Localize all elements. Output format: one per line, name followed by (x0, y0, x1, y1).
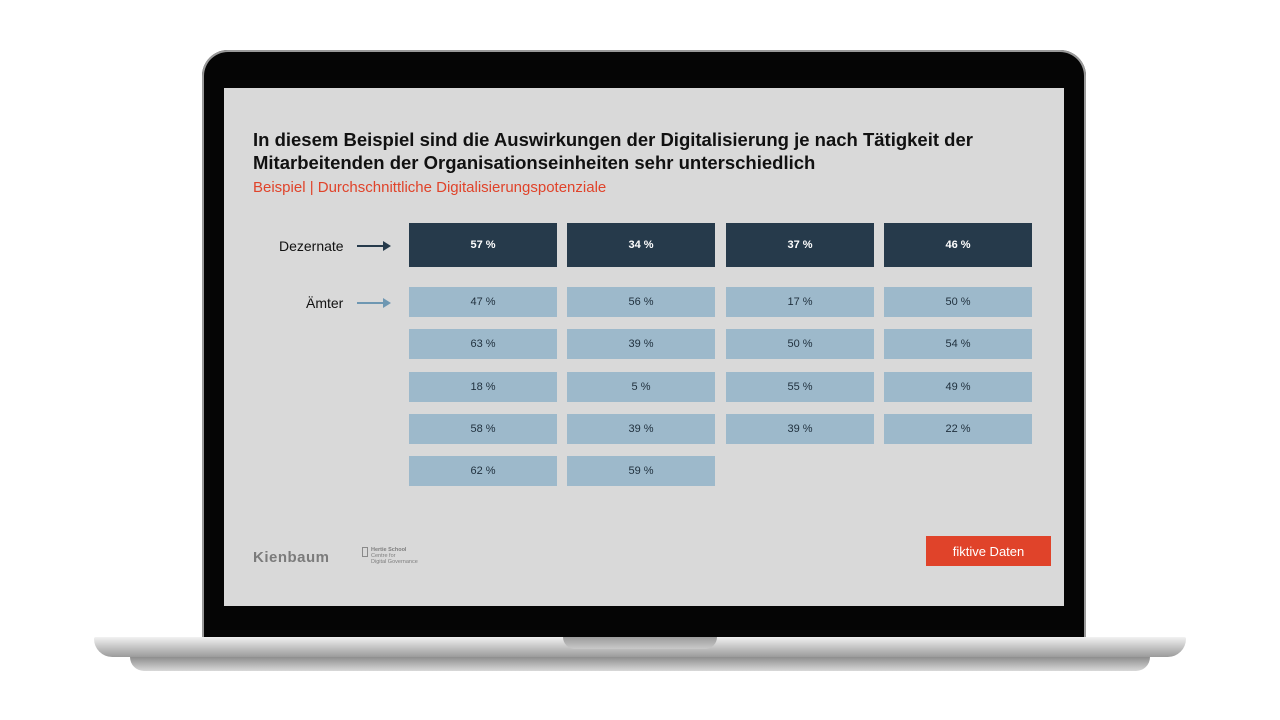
dezernat-cell: 37 % (726, 223, 874, 267)
amt-cell: 39 % (567, 414, 715, 444)
amt-cell: 50 % (884, 287, 1032, 317)
hertie-school-logo: Hertie School Centre for Digital Governa… (362, 547, 442, 569)
dezernat-cell: 46 % (884, 223, 1032, 267)
amt-cell: 17 % (726, 287, 874, 317)
hertie-line-1: Hertie School (371, 547, 407, 553)
amt-cell: 39 % (567, 329, 715, 359)
kienbaum-logo: Kienbaum (253, 549, 330, 566)
amt-cell: 5 % (567, 372, 715, 402)
amt-cell: 56 % (567, 287, 715, 317)
slide-subtitle: Beispiel | Durchschnittliche Digitalisie… (253, 179, 607, 196)
hertie-line-3: Digital Governance (371, 559, 418, 565)
amt-cell: 39 % (726, 414, 874, 444)
amt-cell: 59 % (567, 456, 715, 486)
dezernat-cell: 34 % (567, 223, 715, 267)
fictive-data-badge: fiktive Daten (926, 536, 1051, 566)
amt-cell: 58 % (409, 414, 557, 444)
amt-cell: 18 % (409, 372, 557, 402)
arrow-right-icon (357, 241, 391, 251)
laptop-notch (563, 637, 717, 649)
row-label-dezernate: Dezernate (279, 238, 344, 254)
arrow-right-icon (357, 298, 391, 308)
amt-cell: 54 % (884, 329, 1032, 359)
amt-cell: 47 % (409, 287, 557, 317)
amt-cell: 62 % (409, 456, 557, 486)
laptop-base-shadow (130, 657, 1150, 671)
row-label-aemter: Ämter (306, 295, 344, 311)
slide-title: In diesem Beispiel sind die Auswirkungen… (253, 129, 973, 173)
hertie-line-2: Centre for (371, 553, 396, 559)
amt-cell: 49 % (884, 372, 1032, 402)
amt-cell: 22 % (884, 414, 1032, 444)
amt-cell: 55 % (726, 372, 874, 402)
amt-cell: 63 % (409, 329, 557, 359)
dezernat-cell: 57 % (409, 223, 557, 267)
hertie-mark-icon (362, 547, 368, 557)
amt-cell: 50 % (726, 329, 874, 359)
slide: In diesem Beispiel sind die Auswirkungen… (224, 88, 1064, 606)
